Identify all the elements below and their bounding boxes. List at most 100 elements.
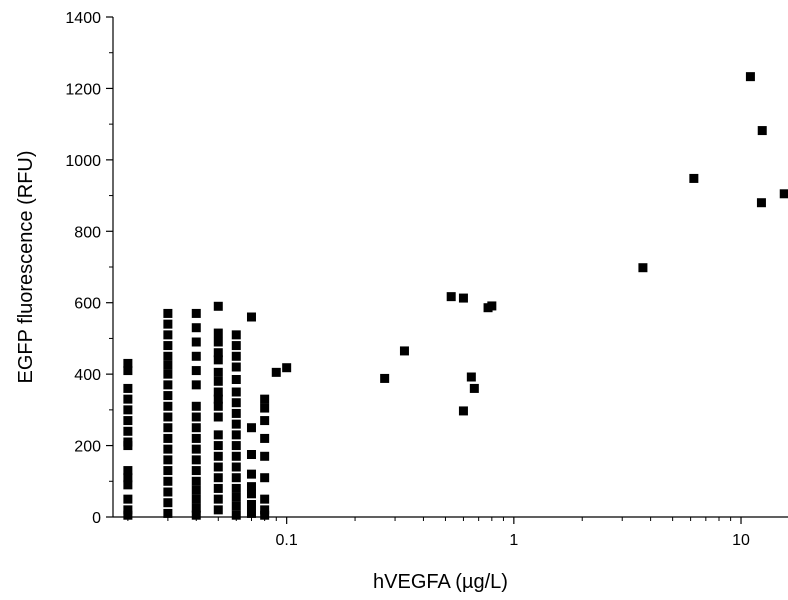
data-point — [191, 494, 201, 504]
data-point — [213, 337, 223, 347]
data-point — [231, 462, 241, 472]
data-point — [163, 330, 173, 340]
data-point — [260, 494, 270, 504]
data-point — [213, 367, 223, 377]
data-point — [163, 466, 173, 476]
y-tick-label: 200 — [74, 439, 101, 456]
data-point — [163, 319, 173, 329]
data-point — [191, 444, 201, 454]
data-point — [213, 387, 223, 397]
data-point — [231, 408, 241, 418]
y-tick-label: 1200 — [65, 81, 101, 98]
data-point — [260, 433, 270, 443]
data-point — [231, 473, 241, 483]
data-point — [231, 510, 241, 520]
data-point — [213, 505, 223, 515]
data-point — [213, 441, 223, 451]
data-point — [231, 441, 241, 451]
data-point — [213, 473, 223, 483]
data-point — [458, 293, 468, 303]
data-point — [191, 503, 201, 513]
data-point — [282, 363, 292, 373]
data-point — [123, 405, 133, 415]
data-point — [260, 505, 270, 515]
data-point — [163, 391, 173, 401]
data-point — [246, 489, 256, 499]
data-point — [380, 373, 390, 383]
data-point — [260, 473, 270, 483]
data-point — [123, 480, 133, 490]
data-point — [399, 346, 409, 356]
data-point — [191, 323, 201, 333]
data-point — [466, 372, 476, 382]
data-point — [123, 394, 133, 404]
y-tick-label: 600 — [74, 296, 101, 313]
y-axis-title: EGFP fluorescence (RFU) — [15, 150, 37, 383]
data-point — [123, 441, 133, 451]
data-point — [260, 416, 270, 426]
data-point — [123, 426, 133, 436]
y-tick-label: 800 — [74, 224, 101, 241]
x-axis-ticks: 0.1 1 10 — [127, 517, 750, 549]
data-point — [487, 301, 497, 311]
data-point — [163, 308, 173, 318]
data-point — [246, 469, 256, 479]
data-point — [123, 366, 133, 376]
data-point — [163, 380, 173, 390]
data-point — [191, 455, 201, 465]
data-point — [191, 337, 201, 347]
data-point — [213, 394, 223, 404]
data-point — [213, 301, 223, 311]
data-point — [231, 419, 241, 429]
data-point — [191, 351, 201, 361]
data-point — [163, 476, 173, 486]
data-point — [163, 433, 173, 443]
data-point — [163, 401, 173, 411]
data-point — [123, 466, 133, 476]
data-point — [260, 403, 270, 413]
data-point — [779, 189, 788, 199]
data-point — [213, 494, 223, 504]
data-point — [756, 198, 766, 208]
data-point — [191, 485, 201, 495]
data-point — [191, 412, 201, 422]
data-point — [123, 383, 133, 393]
y-axis-ticks: 0 200 400 600 800 1000 1200 1400 — [65, 10, 113, 527]
data-point — [689, 173, 699, 183]
data-point — [231, 451, 241, 461]
data-point — [213, 355, 223, 365]
data-point — [231, 375, 241, 384]
y-tick-label: 1400 — [65, 10, 101, 27]
x-tick-label: 0.1 — [276, 532, 298, 549]
data-point — [446, 292, 456, 302]
data-point — [231, 341, 241, 351]
data-point — [123, 473, 133, 483]
data-point — [231, 501, 241, 511]
data-point — [757, 126, 767, 136]
data-point — [123, 494, 133, 504]
data-point — [163, 487, 173, 497]
data-point — [260, 510, 270, 520]
data-point — [191, 366, 201, 376]
data-point — [231, 492, 241, 502]
x-axis-title: hVEGFA (µg/L) — [373, 571, 508, 593]
data-point — [231, 430, 241, 440]
data-point — [469, 383, 479, 393]
data-point — [163, 351, 173, 361]
data-point — [213, 462, 223, 472]
x-tick-label: 10 — [732, 532, 750, 549]
data-point — [163, 360, 173, 370]
data-point — [231, 387, 241, 397]
data-point — [271, 367, 281, 377]
data-points — [123, 72, 788, 520]
data-point — [213, 412, 223, 422]
data-point — [246, 450, 256, 459]
data-point — [163, 369, 173, 379]
data-point — [191, 308, 201, 318]
data-point — [163, 423, 173, 433]
data-point — [246, 508, 256, 518]
data-point — [191, 476, 201, 486]
data-point — [191, 423, 201, 433]
data-point — [213, 401, 223, 411]
